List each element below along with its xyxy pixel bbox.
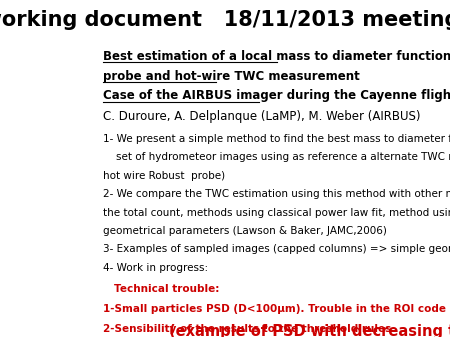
Text: set of hydrometeor images using as reference a alternate TWC measurement (in thi: set of hydrometeor images using as refer… — [103, 152, 450, 162]
Text: 1-Small particles PSD (D<100μm). Trouble in the ROI code ?: 1-Small particles PSD (D<100μm). Trouble… — [103, 304, 450, 314]
Text: 2-Sensibility of the results to the threshold rules: 2-Sensibility of the results to the thre… — [103, 324, 395, 334]
Text: the total count, methods using classical power law fit, method using estimation : the total count, methods using classical… — [103, 208, 450, 218]
Text: hot wire Robust  probe): hot wire Robust probe) — [103, 171, 225, 181]
Text: 1- We present a simple method to find the best mass to diameter function for a g: 1- We present a simple method to find th… — [103, 134, 450, 144]
Text: 4- Work in progress:: 4- Work in progress: — [103, 263, 208, 273]
Text: HAIC working document   18/11/2013 meeting: HAIC working document 18/11/2013 meeting — [0, 10, 450, 30]
Text: 3- Examples of sampled images (capped columns) => simple geometrical model: 3- Examples of sampled images (capped co… — [103, 244, 450, 254]
Text: C. Duroure, A. Delplanque (LaMP), M. Weber (AIRBUS): C. Duroure, A. Delplanque (LaMP), M. Web… — [103, 111, 420, 123]
Text: geometrical parameters (Lawson & Baker, JAMC,2006): geometrical parameters (Lawson & Baker, … — [103, 226, 387, 236]
Text: 2- We compare the TWC estimation using this method with other methods (method us: 2- We compare the TWC estimation using t… — [103, 189, 450, 199]
Text: Best estimation of a local mass to diameter function using imaging: Best estimation of a local mass to diame… — [103, 50, 450, 63]
Text: (example of PSD with decreasing threshold): (example of PSD with decreasing threshol… — [169, 324, 450, 337]
Text: probe and hot-wire TWC measurement: probe and hot-wire TWC measurement — [103, 69, 360, 83]
Text: Case of the AIRBUS imager during the Cayenne flight 1423: Case of the AIRBUS imager during the Cay… — [103, 89, 450, 102]
Text: Technical trouble:: Technical trouble: — [114, 284, 219, 294]
